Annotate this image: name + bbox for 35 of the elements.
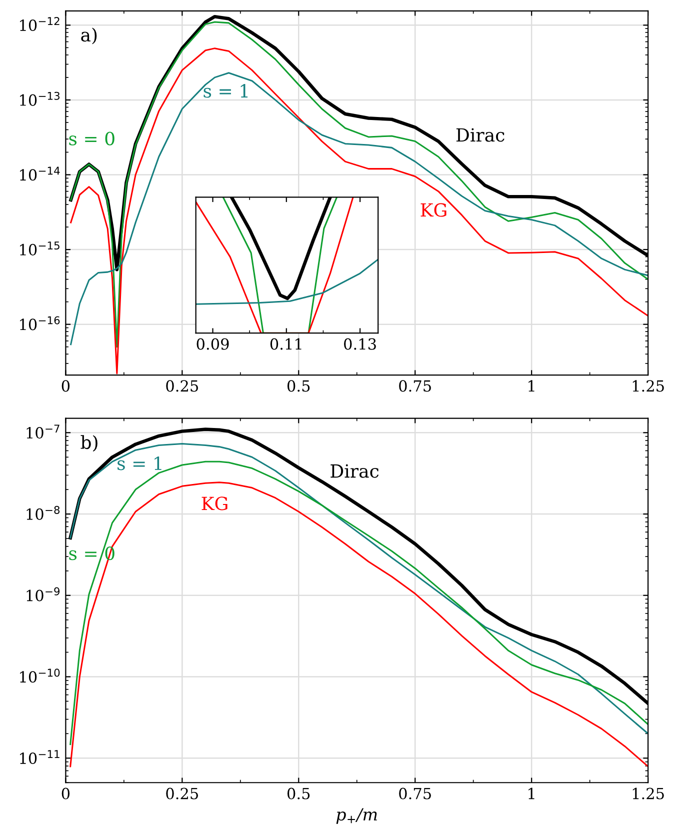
- x-tick-label: 0.75: [399, 380, 431, 392]
- y-tick-label: 10$^{−13}$: [20, 92, 60, 106]
- x-tick-label: 0.09: [196, 338, 229, 350]
- series-label: s = 1: [118, 456, 162, 470]
- y-tick-label: 10$^{−11}$: [20, 750, 60, 764]
- x-tick-label: 1: [528, 788, 534, 800]
- x-tick-label: 0.5: [287, 788, 310, 800]
- series-label: Dirac: [330, 464, 379, 478]
- x-tick-label: 0.25: [166, 380, 198, 392]
- annotation: b): [80, 435, 98, 452]
- series-label: s = 0: [69, 132, 114, 146]
- x-tick-label: 1: [528, 380, 534, 392]
- y-tick-label: 10$^{−8}$: [26, 506, 60, 520]
- x-tick-label: 0.11: [270, 338, 302, 350]
- x-tick-label: 0.5: [287, 380, 310, 392]
- y-tick-label: 10$^{−7}$: [26, 424, 60, 439]
- x-tick-label: 0.13: [344, 338, 376, 350]
- x-axis-title: p$_{+}$/m: [336, 808, 377, 824]
- annotation: a): [81, 28, 97, 44]
- x-tick-label: 1.25: [632, 380, 664, 392]
- y-tick-label: 10$^{−12}$: [20, 17, 60, 32]
- y-tick-label: 10$^{−16}$: [20, 316, 60, 330]
- y-tick-label: 10$^{−15}$: [20, 242, 60, 256]
- x-tick-label: 0: [62, 788, 70, 800]
- y-tick-label: 10$^{−9}$: [26, 587, 60, 602]
- series-label: KG: [420, 203, 446, 217]
- series-label: KG: [202, 496, 228, 510]
- x-tick-label: 0.75: [399, 788, 431, 800]
- series-label: Dirac: [456, 128, 504, 142]
- x-tick-label: 0.25: [166, 788, 198, 800]
- x-tick-label: 0: [62, 380, 70, 392]
- y-tick-label: 10$^{−14}$: [20, 166, 60, 181]
- x-tick-label: 1.25: [632, 788, 664, 800]
- y-tick-label: 10$^{−10}$: [20, 668, 60, 683]
- series-label: s = 1: [204, 84, 248, 98]
